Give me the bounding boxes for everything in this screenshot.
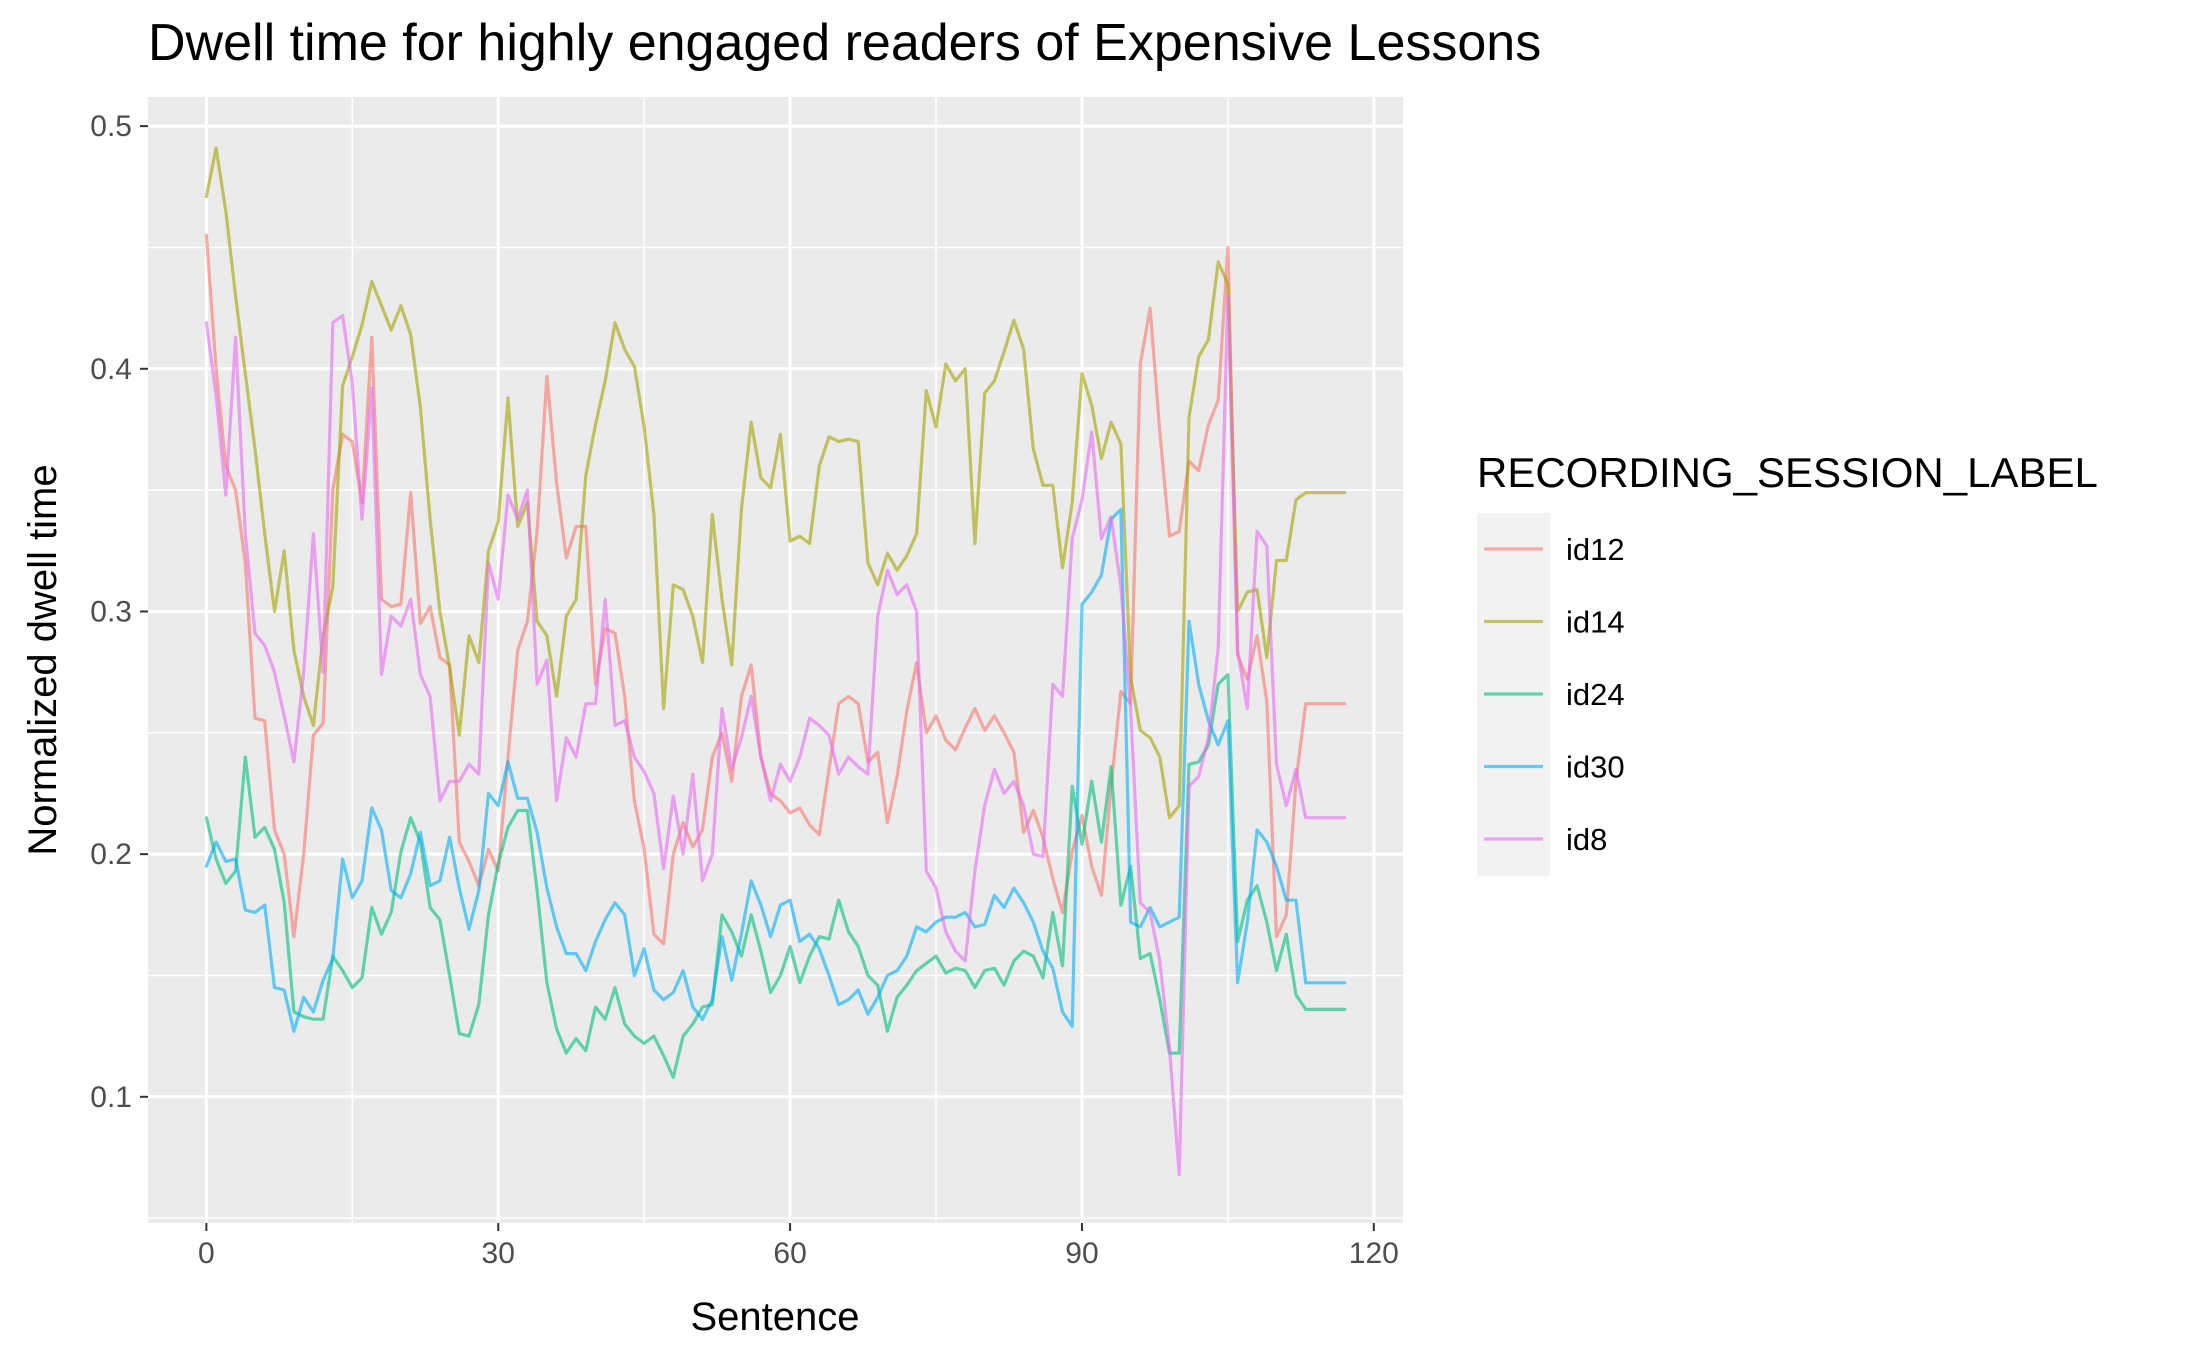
y-axis-title: Normalized dwell time [21,464,65,855]
series-lines [204,146,1347,1177]
plot-panel [148,97,1403,1223]
y-tick-label: 0.2 [90,838,132,871]
legend-label-id24: id24 [1566,677,1625,712]
chart-title: Dwell time for highly engaged readers of… [148,14,1541,72]
axis-ticks: 0 30 60 90 120 0.1 0.2 0.3 0.4 0.5 [90,110,1399,1270]
y-tick-label: 0.1 [90,1081,132,1114]
legend-items: id12 id14 id24 id30 id8 [1484,532,1625,857]
legend-title: RECORDING_SESSION_LABEL [1477,449,2098,496]
x-tick-label: 30 [482,1237,515,1270]
y-tick-label: 0.3 [90,595,132,628]
y-tick-label: 0.5 [90,110,132,143]
x-tick-label: 90 [1065,1237,1098,1270]
series-line-id24 [204,673,1347,1079]
series-line-id30 [204,507,1347,1033]
x-tick-label: 120 [1349,1237,1399,1270]
series-line-id8 [204,294,1347,1177]
legend-label-id30: id30 [1566,750,1625,785]
major-gridlines [148,97,1403,1223]
legend-label-id14: id14 [1566,605,1625,640]
series-line-id14 [204,146,1347,820]
legend-label-id8: id8 [1566,822,1607,857]
x-tick-label: 0 [198,1237,215,1270]
x-axis-title: Sentence [690,1295,859,1339]
y-tick-label: 0.4 [90,353,132,386]
legend: RECORDING_SESSION_LABEL id12 id14 id24 id30… [1477,449,2098,876]
legend-label-id12: id12 [1566,532,1625,567]
series-line-id12 [204,233,1347,946]
x-tick-label: 60 [773,1237,806,1270]
